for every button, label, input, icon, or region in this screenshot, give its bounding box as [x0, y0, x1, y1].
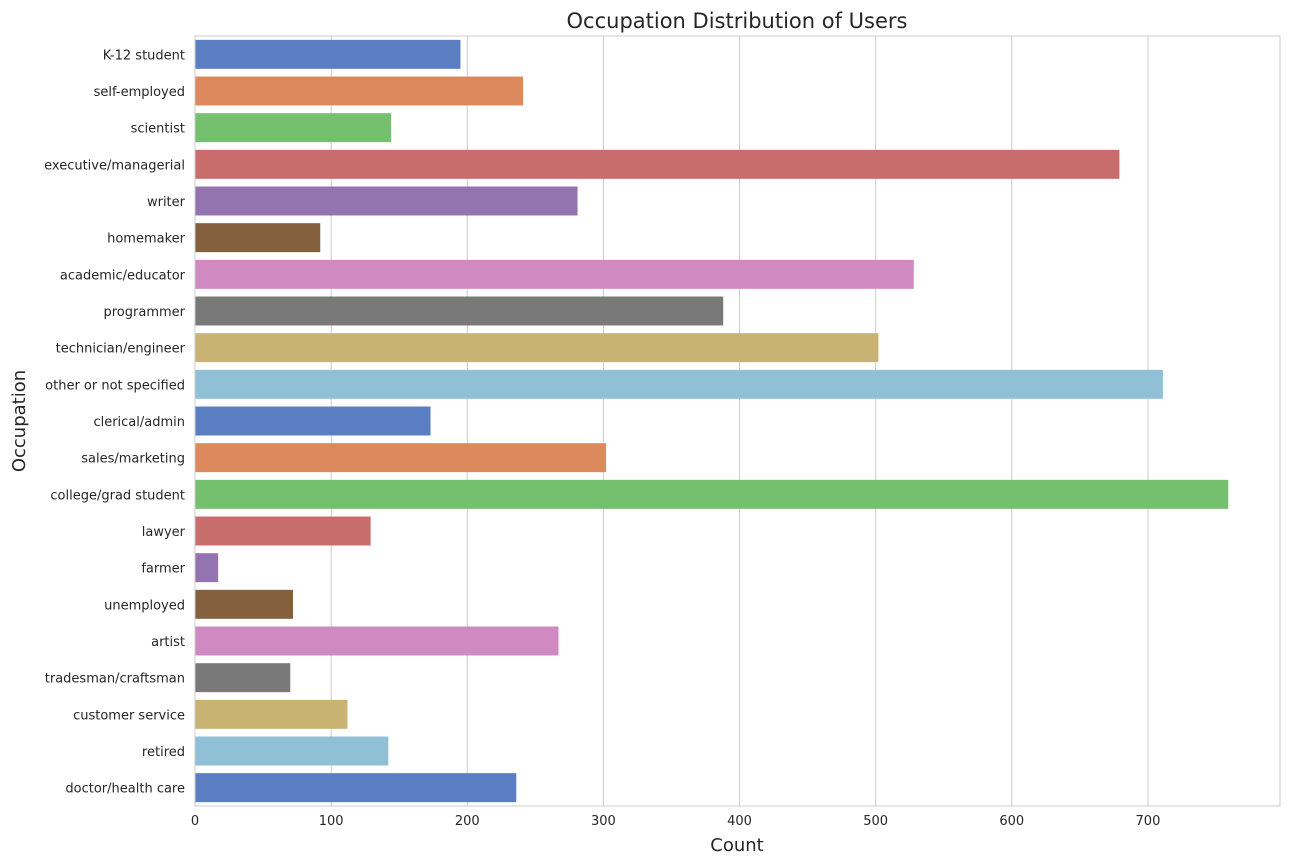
- y-tick-label: K-12 student: [103, 48, 185, 63]
- x-tick-label: 700: [1136, 814, 1161, 829]
- y-tick-label: unemployed: [104, 598, 185, 613]
- y-tick-label: college/grad student: [50, 488, 185, 503]
- bar: [195, 736, 389, 766]
- y-tick-label: retired: [142, 745, 185, 760]
- y-tick-label: lawyer: [142, 525, 186, 540]
- bar: [195, 479, 1229, 509]
- x-tick-label: 300: [591, 814, 616, 829]
- y-tick-label: academic/educator: [60, 268, 186, 283]
- bar: [195, 149, 1120, 179]
- plot-border: [194, 35, 1281, 807]
- x-tick-label: 200: [455, 814, 480, 829]
- x-tick-label: 100: [319, 814, 344, 829]
- bar: [195, 186, 578, 216]
- y-tick-label: writer: [147, 195, 186, 210]
- bar: [195, 259, 914, 289]
- x-tick-label: 0: [191, 814, 199, 829]
- x-tick-label: 500: [863, 814, 888, 829]
- plot-frame: [194, 35, 1281, 807]
- x-axis-label: Count: [710, 835, 763, 856]
- y-tick-label: technician/engineer: [56, 342, 186, 357]
- bar: [195, 516, 371, 546]
- bar: [195, 113, 392, 143]
- y-tick-label: artist: [151, 635, 185, 650]
- bar: [195, 76, 524, 106]
- bar: [195, 333, 879, 363]
- y-tick-label: scientist: [131, 122, 185, 137]
- y-tick-label: doctor/health care: [65, 782, 185, 797]
- y-tick-label: executive/managerial: [44, 158, 185, 173]
- y-tick-label: tradesman/craftsman: [45, 672, 185, 687]
- y-tick-label: programmer: [104, 305, 186, 320]
- y-tick-label: sales/marketing: [81, 452, 185, 467]
- bar: [195, 39, 461, 69]
- y-tick-label: other or not specified: [45, 378, 185, 393]
- bar: [195, 663, 291, 693]
- y-tick-label: homemaker: [107, 232, 186, 247]
- bar: [195, 369, 1163, 399]
- bar: [195, 553, 219, 583]
- bar: [195, 406, 431, 436]
- bar: [195, 296, 724, 326]
- bar: [195, 699, 348, 729]
- x-tick-label: 600: [999, 814, 1024, 829]
- bar: [195, 589, 294, 619]
- y-tick-labels: K-12 student self-employed scientist execut…: [44, 48, 186, 796]
- bar: [195, 773, 517, 803]
- y-axis-label: Occupation: [9, 370, 30, 472]
- x-tick-labels: 0 100 200 300 400 500 600 700: [191, 814, 1161, 829]
- bar: [195, 443, 607, 473]
- y-tick-label: customer service: [73, 708, 185, 723]
- bars: [195, 39, 1229, 803]
- chart-title: Occupation Distribution of Users: [567, 9, 908, 33]
- x-tick-label: 400: [727, 814, 752, 829]
- bar: [195, 626, 559, 656]
- y-tick-label: farmer: [141, 562, 185, 577]
- y-tick-label: clerical/admin: [93, 415, 185, 430]
- y-tick-label: self-employed: [94, 85, 185, 100]
- bar: [195, 223, 321, 253]
